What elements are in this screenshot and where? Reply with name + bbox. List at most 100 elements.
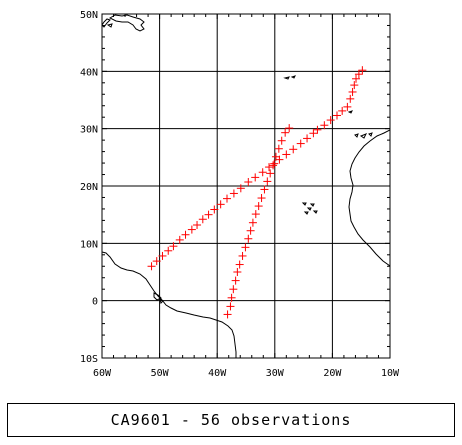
observation-marker: [229, 189, 238, 198]
observation-marker: [352, 74, 361, 83]
observation-marker: [260, 185, 269, 194]
observation-marker: [222, 194, 231, 203]
x-tick-label: 20W: [323, 368, 342, 379]
observation-marker: [277, 136, 286, 145]
observation-marker: [152, 257, 161, 266]
coast-madeira: [347, 110, 353, 114]
observation-marker: [193, 220, 202, 229]
y-tick-label: 50N: [80, 10, 98, 21]
y-tick-label: 20N: [80, 182, 98, 193]
x-tick-label: 10W: [381, 368, 400, 379]
observation-marker: [354, 70, 363, 79]
observation-marker: [238, 251, 247, 260]
observation-marker: [303, 134, 312, 143]
observation-marker: [289, 145, 298, 154]
observation-marker: [251, 210, 260, 219]
observation-marker: [309, 129, 318, 138]
observation-marker: [244, 234, 253, 243]
x-tick-label: 50W: [151, 368, 170, 379]
observation-marker: [346, 94, 355, 103]
observation-marker: [244, 177, 253, 186]
observation-marker: [296, 139, 305, 148]
coast-newfoundland: [108, 14, 145, 32]
observation-marker: [350, 81, 359, 90]
observation-marker: [226, 302, 235, 311]
coast-amazon-delta: [153, 292, 162, 301]
observation-marker: [343, 102, 352, 111]
axis-tick-labels: 60W 50W 40W 30W 20W 10W 50N 40N 30N 20N 10N 0 10S: [80, 10, 400, 379]
observation-marker: [258, 168, 267, 177]
y-tick-label: 10N: [80, 239, 98, 250]
x-tick-label: 60W: [93, 368, 112, 379]
observation-marker: [358, 66, 367, 75]
coast-amazon-island: [159, 297, 164, 304]
x-tick-label: 40W: [208, 368, 227, 379]
observation-marker: [169, 242, 178, 251]
coast-canaries-c: [368, 132, 373, 137]
caption-box: CA9601 - 56 observations: [7, 403, 455, 437]
coast-cape-breton: [106, 23, 113, 28]
observation-marker: [254, 202, 263, 211]
observation-marker: [210, 205, 219, 214]
coast-africa: [348, 129, 390, 267]
caption-text: CA9601 - 56 observations: [110, 411, 352, 429]
observation-marker: [285, 124, 294, 133]
observation-marker: [338, 106, 347, 115]
coast-cape-verde-a: [301, 202, 307, 206]
x-tick-label: 30W: [266, 368, 285, 379]
coast-canaries-a: [354, 133, 359, 138]
observation-marker: [175, 235, 184, 244]
observation-marker: [233, 268, 242, 276]
observation-marker: [248, 218, 257, 227]
graticule: [101, 13, 391, 359]
coast-cape-verde-d: [312, 210, 318, 214]
observation-marker: [269, 161, 278, 170]
observation-marker: [348, 87, 357, 96]
map-plot: 60W 50W 40W 30W 20W 10W 50N 40N 30N 20N 10N 0 10S: [80, 10, 400, 379]
observation-marker: [251, 173, 260, 182]
observation-marker: [216, 200, 225, 209]
coast-south-america: [102, 251, 237, 358]
observation-marker: [241, 243, 250, 252]
observation-marker: [246, 226, 255, 235]
observation-marker: [223, 310, 232, 319]
y-tick-label: 0: [92, 297, 98, 308]
y-tick-label: 10S: [80, 354, 98, 365]
observation-marker: [204, 210, 213, 219]
observation-marker: [147, 262, 156, 271]
observation-marker: [320, 121, 329, 130]
observation-marker: [263, 177, 272, 186]
y-tick-label: 30N: [80, 125, 98, 136]
coast-azores-b: [290, 75, 296, 79]
coast-nova-scotia: [102, 18, 111, 28]
y-tick-label: 40N: [80, 67, 98, 78]
observation-markers: [147, 66, 367, 319]
observation-marker: [227, 293, 236, 302]
observation-marker: [236, 184, 245, 193]
observation-marker: [270, 159, 279, 168]
observation-marker: [313, 125, 322, 134]
coast-cape-verde-c: [306, 207, 312, 211]
coast-canaries-b: [359, 133, 368, 139]
observation-marker: [231, 276, 240, 285]
observation-marker: [271, 152, 280, 161]
observation-marker: [158, 251, 167, 260]
coast-azores-a: [283, 76, 290, 80]
coast-cape-verde-e: [303, 211, 309, 215]
coastlines: [102, 14, 390, 358]
axis-ticks: [101, 13, 391, 359]
observation-marker: [265, 163, 274, 172]
observation-marker: [282, 150, 291, 159]
observation-marker: [164, 246, 173, 255]
observation-marker: [281, 128, 290, 137]
observation-marker: [235, 260, 244, 269]
observation-marker: [333, 111, 342, 120]
observation-marker: [274, 144, 283, 153]
coast-cape-verde-b: [309, 203, 315, 207]
observation-marker: [187, 225, 196, 234]
observation-marker: [181, 230, 190, 239]
observation-marker: [257, 194, 266, 203]
observation-marker: [229, 285, 238, 294]
observation-marker: [326, 116, 335, 125]
observation-marker: [198, 215, 207, 224]
